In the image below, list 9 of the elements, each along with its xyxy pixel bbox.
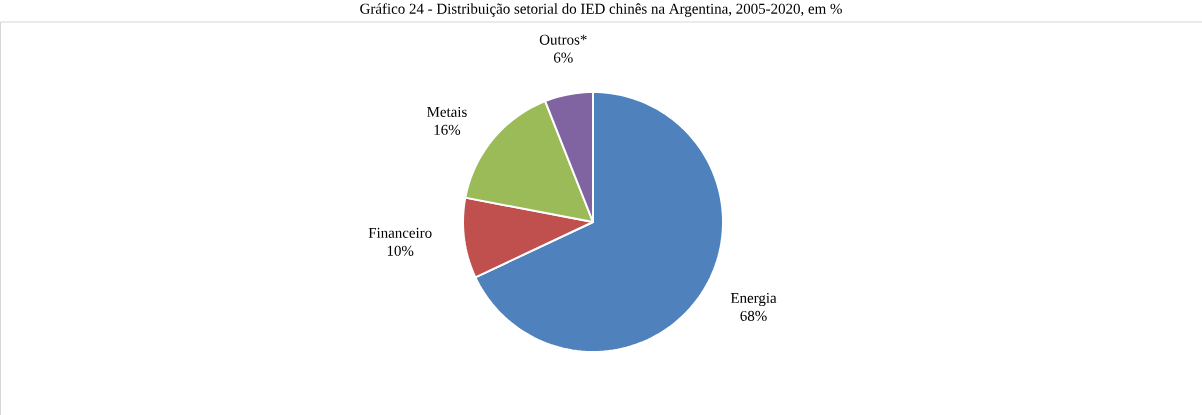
slice-label: Energia bbox=[730, 292, 777, 307]
data-label: 68% bbox=[740, 310, 767, 321]
data-label: 10% bbox=[387, 245, 414, 256]
slice-label: Metais bbox=[427, 106, 467, 117]
data-label: 16% bbox=[434, 124, 461, 135]
slice-label: Outros* bbox=[539, 34, 587, 45]
slice-label: Financeiro bbox=[368, 227, 432, 238]
chart-title: Gráfico 24 - Distribuição setorial do IED chinês na Argentina, 2005-2020, em % bbox=[360, 3, 842, 17]
data-label: 6% bbox=[553, 52, 573, 63]
